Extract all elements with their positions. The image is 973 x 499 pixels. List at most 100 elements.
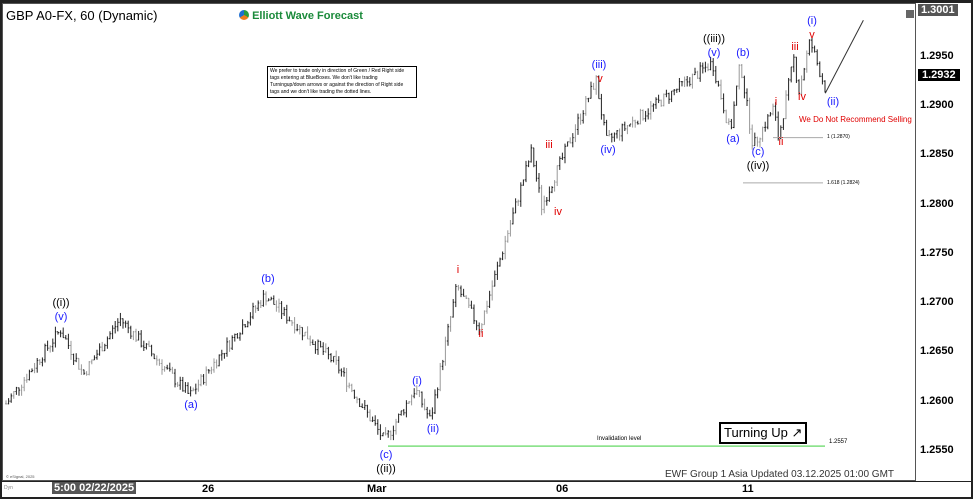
- ohlc-bar: [252, 302, 254, 320]
- ohlc-bar: [431, 407, 434, 420]
- ohlc-bar: [785, 90, 787, 120]
- ohlc-bar: [51, 338, 54, 352]
- ohlc-bar: [779, 125, 782, 140]
- ohlc-bar: [384, 427, 387, 436]
- ohlc-bar: [374, 415, 377, 426]
- ohlc-bar: [332, 355, 335, 363]
- ohlc-bar: [631, 116, 634, 128]
- ohlc-bar: [236, 333, 239, 339]
- ohlc-bar: [545, 197, 548, 206]
- ohlc-bar: [145, 343, 148, 350]
- ohlc-bar: [187, 382, 189, 395]
- turning-up-badge: Turning Up ↗: [719, 422, 808, 444]
- ohlc-bar: [449, 315, 452, 332]
- ohlc-bar: [166, 364, 169, 370]
- ohlc-bar: [10, 393, 13, 403]
- ohlc-bar: [426, 406, 429, 419]
- wave-label: iv: [554, 206, 562, 218]
- ohlc-bar: [239, 332, 241, 341]
- ohlc-bar: [725, 109, 728, 124]
- ohlc-bar: [639, 108, 642, 125]
- ohlc-bar: [538, 172, 540, 193]
- no-selling-text: We Do Not Recommend Selling: [799, 115, 912, 124]
- ohlc-bar: [389, 430, 392, 441]
- ohlc-bar: [298, 325, 301, 335]
- wave-label: (v): [54, 311, 68, 323]
- ohlc-bar: [15, 386, 18, 395]
- ohlc-bar: [382, 432, 384, 437]
- ohlc-bar: [616, 130, 618, 139]
- ohlc-bar: [38, 359, 41, 366]
- ohlc-bar: [519, 182, 522, 207]
- ohlc-bar: [33, 362, 36, 374]
- ohlc-bar: [413, 388, 416, 399]
- ohlc-bar: [582, 110, 585, 124]
- ohlc-bar: [31, 368, 33, 373]
- ohlc-bar: [769, 112, 772, 117]
- ohlc-bar: [259, 300, 262, 309]
- ohlc-bar: [317, 339, 319, 355]
- fib-level-1: 1 (1.2870): [827, 134, 850, 140]
- ohlc-bar: [652, 103, 655, 112]
- brand-name: Elliott Wave Forecast: [252, 10, 363, 22]
- ohlc-bar: [597, 75, 600, 100]
- ohlc-bar: [600, 93, 603, 120]
- ohlc-bar: [319, 340, 322, 348]
- logo-icon: [239, 10, 249, 20]
- ohlc-bar: [590, 81, 592, 99]
- ohlc-bar: [244, 323, 247, 328]
- ohlc-bar: [543, 195, 546, 214]
- wave-label: (ii): [426, 423, 440, 435]
- ohlc-bar: [64, 335, 67, 340]
- ohlc-bar: [36, 357, 39, 373]
- ohlc-bar: [808, 39, 811, 56]
- ohlc-bar: [506, 230, 509, 243]
- ohlc-bar: [153, 353, 156, 360]
- ohlc-bar: [197, 379, 200, 392]
- plot-area[interactable]: GBP A0-FX, 60 (Dynamic) Elliott Wave For…: [2, 3, 916, 481]
- wave-label: ((iv)): [746, 160, 770, 172]
- ohlc-bar: [743, 75, 746, 99]
- ohlc-bar: [824, 80, 826, 93]
- ohlc-bar: [213, 358, 215, 373]
- ohlc-bar: [205, 366, 208, 386]
- wave-label: ii: [778, 136, 784, 148]
- ohlc-bar: [618, 128, 621, 141]
- wave-label: (a): [726, 133, 740, 145]
- symbol-title: GBP A0-FX, 60 (Dynamic): [6, 8, 158, 23]
- ohlc-bar: [571, 133, 574, 148]
- ohlc-bar: [821, 73, 824, 85]
- x-tick: 26: [202, 483, 215, 495]
- ohlc-bar: [358, 398, 361, 408]
- ohlc-bar: [488, 290, 491, 309]
- brand-logo: Elliott Wave Forecast: [239, 10, 363, 22]
- time-axis[interactable]: Dyn 5:00 02/22/2025 26 Mar 06 11: [2, 482, 971, 497]
- fib-level-1618: 1.618 (1.2824): [827, 180, 860, 186]
- ohlc-bar: [7, 398, 10, 405]
- ohlc-bar: [816, 49, 819, 66]
- copyright: © eSignal, 2025: [6, 474, 35, 479]
- ohlc-bar: [280, 301, 283, 320]
- ohlc-bar: [527, 160, 530, 168]
- wave-label: (a): [184, 399, 198, 411]
- restore-icon[interactable]: [906, 10, 914, 18]
- ohlc-bar: [285, 304, 288, 324]
- ohlc-bar: [75, 353, 78, 363]
- ohlc-bar: [28, 369, 31, 381]
- wave-label: i: [456, 264, 460, 276]
- ohlc-bar: [267, 298, 270, 302]
- ohlc-bar: [509, 219, 512, 237]
- ohlc-bar: [813, 45, 816, 53]
- ohlc-bar: [647, 108, 650, 120]
- price-axis[interactable]: 1.3001 1.2550 1.2600 1.2650 1.2700 1.2750 1.2…: [916, 3, 971, 481]
- ohlc-bar: [649, 101, 652, 120]
- ohlc-bar: [730, 118, 733, 130]
- ohlc-bar: [772, 103, 774, 116]
- ohlc-bar: [496, 261, 499, 280]
- ohlc-bar: [623, 121, 626, 132]
- ohlc-bar: [127, 320, 130, 334]
- ohlc-bar: [751, 124, 754, 150]
- ohlc-bar: [691, 73, 694, 89]
- ohlc-bar: [556, 165, 559, 187]
- ohlc-bar: [566, 141, 569, 147]
